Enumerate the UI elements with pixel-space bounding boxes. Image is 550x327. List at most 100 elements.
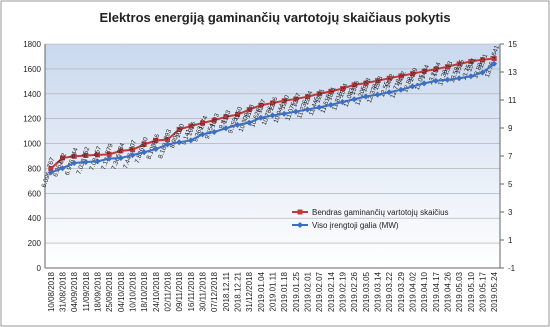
- y2-tick-label: 7: [508, 152, 513, 161]
- marker: [176, 126, 182, 132]
- marker: [257, 114, 264, 121]
- marker: [223, 114, 229, 120]
- marker: [71, 159, 78, 166]
- y2-tick-label: 11: [508, 96, 517, 105]
- marker: [281, 98, 287, 104]
- legend-marker: [297, 222, 303, 228]
- marker: [95, 152, 100, 158]
- marker: [130, 147, 135, 153]
- marker: [480, 57, 485, 63]
- y-tick-label: 1800: [23, 40, 41, 49]
- data-label: 7.12: [100, 156, 111, 171]
- marker: [351, 82, 357, 88]
- marker: [421, 68, 427, 74]
- data-label: 993: [163, 128, 173, 141]
- data-label: 1291: [314, 88, 326, 104]
- x-tick-label: 11/09/2018: [82, 271, 91, 311]
- y-tick-label: 0: [37, 264, 42, 273]
- data-label: 1356: [349, 80, 361, 96]
- data-label: 844: [69, 147, 79, 160]
- legend-label: Viso įrengtoji galia (MW): [312, 221, 399, 230]
- x-tick-label: 2019.02.01: [304, 271, 313, 312]
- x-tick-label: 30/11/2018: [199, 271, 208, 311]
- chart-title: Elektros energiją gaminančių vartotojų s…: [99, 10, 450, 25]
- y2-tick-label: -1: [508, 264, 516, 273]
- y-tick-label: 200: [28, 239, 42, 248]
- marker: [304, 106, 311, 113]
- x-tick-label: 2019.04.17: [432, 271, 441, 312]
- data-label: 1378: [361, 77, 373, 93]
- x-tick-label: 02/11/2018: [164, 271, 173, 311]
- marker: [152, 146, 159, 153]
- data-label: 879: [104, 142, 114, 155]
- marker: [188, 123, 194, 129]
- x-tick-label: 07/12/2018: [210, 271, 219, 312]
- marker: [316, 91, 322, 97]
- marker: [316, 104, 323, 111]
- marker: [491, 56, 497, 62]
- x-tick-label: 04/10/2018: [117, 271, 126, 312]
- x-tick-label: 2019.05.17: [479, 271, 488, 312]
- x-tick-label: 18/09/2018: [94, 271, 103, 312]
- data-label: 1123: [221, 109, 232, 125]
- data-label: 1432: [396, 70, 408, 86]
- marker: [375, 78, 380, 84]
- data-label: 1093: [209, 112, 221, 128]
- y-tick-label: 800: [28, 164, 42, 173]
- x-tick-label: 2019.01.11: [269, 271, 278, 311]
- marker: [153, 137, 159, 143]
- marker: [328, 88, 334, 94]
- x-tick-label: 04/09/2018: [70, 271, 79, 312]
- marker: [165, 137, 170, 143]
- marker: [456, 61, 462, 67]
- marker: [409, 83, 416, 90]
- y2-tick-label: 3: [508, 208, 513, 217]
- data-label: 1641: [489, 44, 501, 60]
- marker: [235, 112, 240, 118]
- x-tick-label: 2019.05.03: [455, 271, 464, 312]
- marker: [222, 125, 229, 132]
- x-tick-label: 10/10/2018: [129, 271, 138, 312]
- marker: [292, 108, 299, 115]
- marker: [94, 158, 101, 165]
- marker: [82, 158, 89, 165]
- data-label: 1010: [174, 123, 186, 139]
- marker: [305, 94, 310, 100]
- marker: [246, 107, 252, 113]
- data-label: 1207: [256, 98, 268, 114]
- y-tick-label: 600: [28, 189, 42, 198]
- data-label: 852: [81, 146, 91, 159]
- data-label: 1257: [291, 92, 303, 108]
- marker: [397, 86, 404, 93]
- y2-tick-label: 5: [508, 180, 513, 189]
- marker: [432, 77, 439, 84]
- marker: [421, 80, 428, 87]
- marker: [83, 152, 89, 158]
- x-tick-label: 2019.01.04: [257, 271, 266, 312]
- x-tick-label: 2019.05.10: [467, 271, 476, 312]
- marker: [293, 96, 299, 102]
- x-tick-label: 31/12/2018: [245, 271, 254, 312]
- data-label: 857: [93, 145, 103, 158]
- marker: [433, 66, 439, 72]
- marker: [386, 89, 393, 96]
- marker: [234, 121, 241, 128]
- data-label: 1226: [268, 96, 280, 112]
- marker: [269, 112, 276, 119]
- marker: [59, 165, 66, 172]
- marker: [141, 141, 147, 147]
- data-label: 1026: [186, 121, 198, 137]
- y-tick-label: 1200: [23, 115, 41, 124]
- marker: [351, 96, 358, 103]
- data-label: 956: [151, 133, 161, 146]
- marker: [398, 73, 404, 79]
- marker: [48, 166, 54, 172]
- marker: [444, 76, 451, 83]
- y2-tick-label: 1: [508, 236, 513, 245]
- marker: [71, 153, 77, 159]
- data-label: 907: [128, 139, 138, 152]
- y-tick-label: 1400: [23, 90, 41, 99]
- data-label: 1459: [408, 67, 420, 83]
- data-label: 1393: [373, 75, 385, 91]
- x-tick-label: 2019.02.14: [327, 271, 336, 312]
